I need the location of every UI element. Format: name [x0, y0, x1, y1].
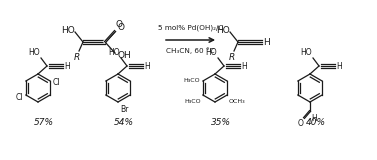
Text: H: H	[311, 114, 317, 123]
Text: 40%: 40%	[306, 118, 326, 127]
Text: HO: HO	[108, 48, 120, 57]
Text: H₃CO: H₃CO	[183, 77, 200, 83]
Text: 57%: 57%	[34, 118, 54, 127]
Text: R: R	[229, 53, 235, 62]
Text: H: H	[336, 61, 342, 71]
Text: CH₃CN, 60 °C: CH₃CN, 60 °C	[166, 47, 215, 54]
Text: H₃CO: H₃CO	[184, 99, 201, 104]
Text: O: O	[297, 119, 303, 128]
Text: Br: Br	[120, 105, 129, 114]
Text: 35%: 35%	[211, 118, 231, 127]
Text: Cl: Cl	[53, 77, 61, 87]
Text: HO: HO	[216, 25, 230, 35]
Text: OCH₃: OCH₃	[229, 99, 246, 104]
Text: HO: HO	[28, 48, 40, 57]
Text: OH: OH	[117, 51, 131, 60]
Text: 5 mol% Pd(OH)₂/C: 5 mol% Pd(OH)₂/C	[158, 24, 223, 31]
Text: H: H	[241, 61, 247, 71]
Text: R: R	[74, 53, 80, 62]
Text: Cl: Cl	[15, 92, 23, 101]
Text: H: H	[263, 37, 270, 47]
Text: 54%: 54%	[114, 118, 134, 127]
Text: H: H	[144, 61, 150, 71]
Text: O: O	[116, 20, 123, 29]
Text: O: O	[117, 23, 124, 32]
Text: H: H	[64, 61, 70, 71]
Text: HO: HO	[300, 48, 312, 57]
Text: HO: HO	[61, 25, 75, 35]
Text: HO: HO	[205, 48, 217, 57]
